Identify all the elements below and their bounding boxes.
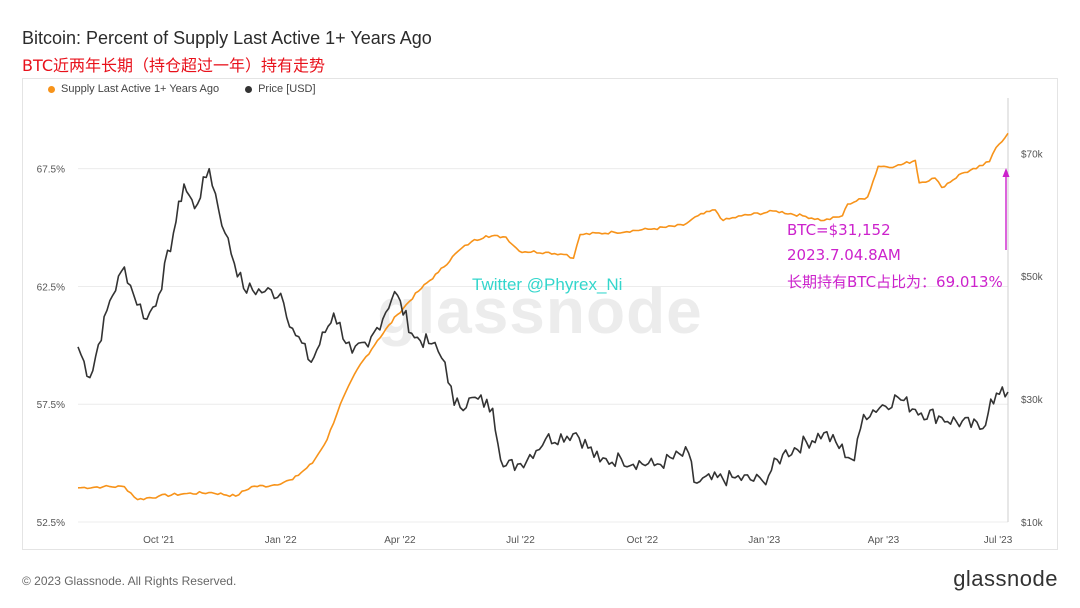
x-tick-0: Oct '21 xyxy=(143,535,175,546)
grid-lines xyxy=(78,168,1008,523)
y-left-tick-3: 67.5% xyxy=(37,165,65,176)
annotation-arrow xyxy=(1002,168,1010,250)
legend-item-price[interactable]: Price [USD] xyxy=(245,83,316,95)
legend: Supply Last Active 1+ Years Ago Price [U… xyxy=(48,83,316,95)
x-tick-4: Oct '22 xyxy=(627,535,659,546)
legend-label-price: Price [USD] xyxy=(258,83,316,95)
series-line-supply xyxy=(77,132,1009,501)
legend-label-supply: Supply Last Active 1+ Years Ago xyxy=(61,83,220,95)
x-axis: Oct '21 Jan '22 Apr '22 Jul '22 Oct '22 Jan '… xyxy=(143,535,1013,546)
annotation-share: 长期持有BTC占比为：69.013% xyxy=(787,273,1003,291)
series-line-price xyxy=(77,167,1009,487)
annotation-arrow-head xyxy=(1002,168,1010,177)
legend-dot-supply xyxy=(48,85,55,93)
copyright: © 2023 Glassnode. All Rights Reserved. xyxy=(22,574,237,588)
x-tick-5: Jan '23 xyxy=(748,535,780,546)
x-tick-3: Jul '22 xyxy=(506,535,535,546)
y-right-tick-0: $10k xyxy=(1021,518,1044,529)
y-axis-left: 52.5% 57.5% 62.5% 67.5% xyxy=(37,165,65,529)
legend-dot-price xyxy=(245,85,253,93)
y-left-tick-2: 62.5% xyxy=(37,282,65,293)
annotation-time: 2023.7.04.8AM xyxy=(787,246,901,264)
legend-item-supply[interactable]: Supply Last Active 1+ Years Ago xyxy=(48,83,219,95)
y-axis-right: $10k $30k $50k $70k xyxy=(1007,98,1044,529)
chart-subtitle: BTC近两年长期（持仓超过一年）持有走势 xyxy=(22,56,325,75)
watermark-glassnode: glassnode xyxy=(377,275,703,347)
y-left-tick-1: 57.5% xyxy=(37,400,65,411)
chart-title: Bitcoin: Percent of Supply Last Active 1… xyxy=(22,28,432,48)
x-tick-1: Jan '22 xyxy=(265,535,297,546)
y-left-tick-0: 52.5% xyxy=(37,518,65,529)
y-right-tick-1: $30k xyxy=(1021,395,1044,406)
twitter-handle: Twitter @Phyrex_Ni xyxy=(472,275,623,294)
brand-logo[interactable]: glassnode xyxy=(953,566,1058,591)
x-tick-2: Apr '22 xyxy=(384,535,416,546)
y-right-tick-2: $50k xyxy=(1021,272,1044,283)
series-lines xyxy=(77,132,1009,501)
y-right-tick-3: $70k xyxy=(1021,149,1044,160)
x-tick-6: Apr '23 xyxy=(868,535,900,546)
chart-frame xyxy=(22,78,1058,550)
x-tick-7: Jul '23 xyxy=(984,535,1013,546)
annotation-price: BTC=$31,152 xyxy=(787,221,891,239)
